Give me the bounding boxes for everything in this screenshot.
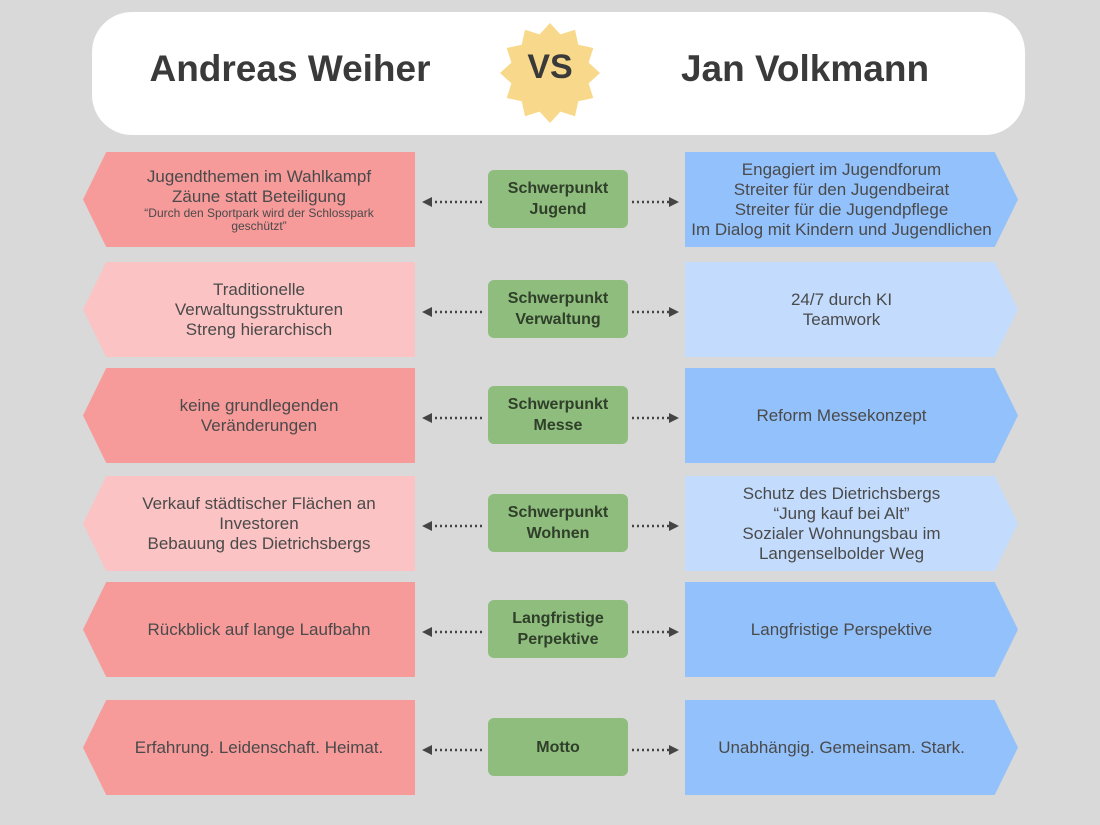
left-text: Zäune statt Beteiligung	[172, 186, 346, 206]
vs-label: VS	[527, 48, 573, 86]
topic-box: Motto	[488, 718, 628, 776]
right-text: Langenselbolder Weg	[758, 543, 925, 563]
right-point: 24/7 durch KI Teamwork	[685, 262, 1018, 357]
arrow-head	[422, 307, 432, 317]
topic-box: Langfristige Perpektive	[488, 600, 628, 658]
topic-box: Schwerpunkt Messe	[488, 386, 628, 444]
topic-text: Langfristige	[512, 610, 604, 627]
topic-text: Jugend	[529, 201, 587, 218]
arrow-head	[669, 413, 679, 423]
arrow-head	[422, 521, 432, 531]
right-point: Reform Messekonzept	[685, 368, 1018, 463]
left-text: Verkauf städtischer Flächen an	[142, 493, 376, 513]
right-text: Sozialer Wohnungsbau im	[742, 523, 941, 543]
right-text: Teamwork	[802, 309, 881, 329]
right-text: Reform Messekonzept	[756, 405, 927, 425]
left-note: geschützt”	[231, 218, 287, 233]
right-text: “Jung kauf bei Alt”	[773, 503, 910, 523]
arrow-head	[422, 413, 432, 423]
vs-badge	[500, 23, 600, 123]
arrow-head	[669, 307, 679, 317]
arrow-head	[422, 197, 432, 207]
left-point: Rückblick auf lange Laufbahn	[83, 582, 415, 677]
right-text: Im Dialog mit Kindern und Jugendlichen	[691, 219, 992, 239]
left-point: Verkauf städtischer Flächen an Investoren…	[83, 476, 415, 571]
arrow-head	[669, 627, 679, 637]
topic-text: Perpektive	[517, 631, 599, 648]
right-text: Streiter für den Jugendbeirat	[733, 179, 950, 199]
arrow-head	[669, 745, 679, 755]
topic-box: Schwerpunkt Verwaltung	[488, 280, 628, 338]
right-text: 24/7 durch KI	[790, 289, 893, 309]
left-text: keine grundlegenden	[179, 395, 339, 415]
topic-text: Schwerpunkt	[507, 504, 609, 521]
arrow-head	[422, 745, 432, 755]
right-text: Schutz des Dietrichsbergs	[742, 483, 941, 503]
left-point: keine grundlegenden Veränderungen	[83, 368, 415, 463]
right-point: Langfristige Perspektive	[685, 582, 1018, 677]
topic-box: Schwerpunkt Jugend	[488, 170, 628, 228]
left-point: Erfahrung. Leidenschaft. Heimat.	[83, 700, 415, 795]
right-text: Streiter für die Jugendpflege	[734, 199, 949, 219]
topic-text: Schwerpunkt	[507, 180, 609, 197]
topic-box: Schwerpunkt Wohnen	[488, 494, 628, 552]
left-note: “Durch den Sportpark wird der Schlosspar…	[144, 205, 374, 220]
left-text: Investoren	[219, 513, 299, 533]
topic-text: Motto	[536, 738, 580, 756]
topic-text: Messe	[533, 417, 583, 434]
topic-text: Verwaltung	[515, 311, 601, 328]
right-text: Langfristige Perspektive	[750, 619, 933, 639]
left-text: Veränderungen	[200, 415, 318, 435]
left-point: Traditionelle Verwaltungsstrukturen Streng…	[83, 262, 415, 357]
right-point: Unabhängig. Gemeinsam. Stark.	[685, 700, 1018, 795]
left-text: Bebauung des Dietrichsbergs	[147, 533, 371, 553]
left-point: Jugendthemen im Wahlkampf Zäune statt Bet…	[83, 152, 415, 247]
arrow-head	[422, 627, 432, 637]
topic-text: Schwerpunkt	[507, 290, 609, 307]
topic-text: Schwerpunkt	[507, 396, 609, 413]
left-text: Jugendthemen im Wahlkampf	[146, 166, 372, 186]
right-point: Engagiert im Jugendforum Streiter für den…	[685, 152, 1018, 247]
left-text: Erfahrung. Leidenschaft. Heimat.	[134, 737, 384, 757]
right-candidate: Jan Volkmann	[680, 48, 930, 89]
arrow-head	[669, 197, 679, 207]
right-text: Unabhängig. Gemeinsam. Stark.	[718, 737, 965, 757]
topic-text: Wohnen	[526, 525, 590, 542]
right-point: Schutz des Dietrichsbergs “Jung kauf bei …	[685, 476, 1018, 571]
left-candidate: Andreas Weiher	[149, 48, 431, 89]
right-text: Engagiert im Jugendforum	[741, 159, 942, 179]
left-text: Streng hierarchisch	[185, 319, 333, 339]
left-text: Verwaltungsstrukturen	[174, 299, 344, 319]
left-text: Rückblick auf lange Laufbahn	[147, 619, 371, 639]
left-text: Traditionelle	[213, 279, 305, 299]
arrow-head	[669, 521, 679, 531]
